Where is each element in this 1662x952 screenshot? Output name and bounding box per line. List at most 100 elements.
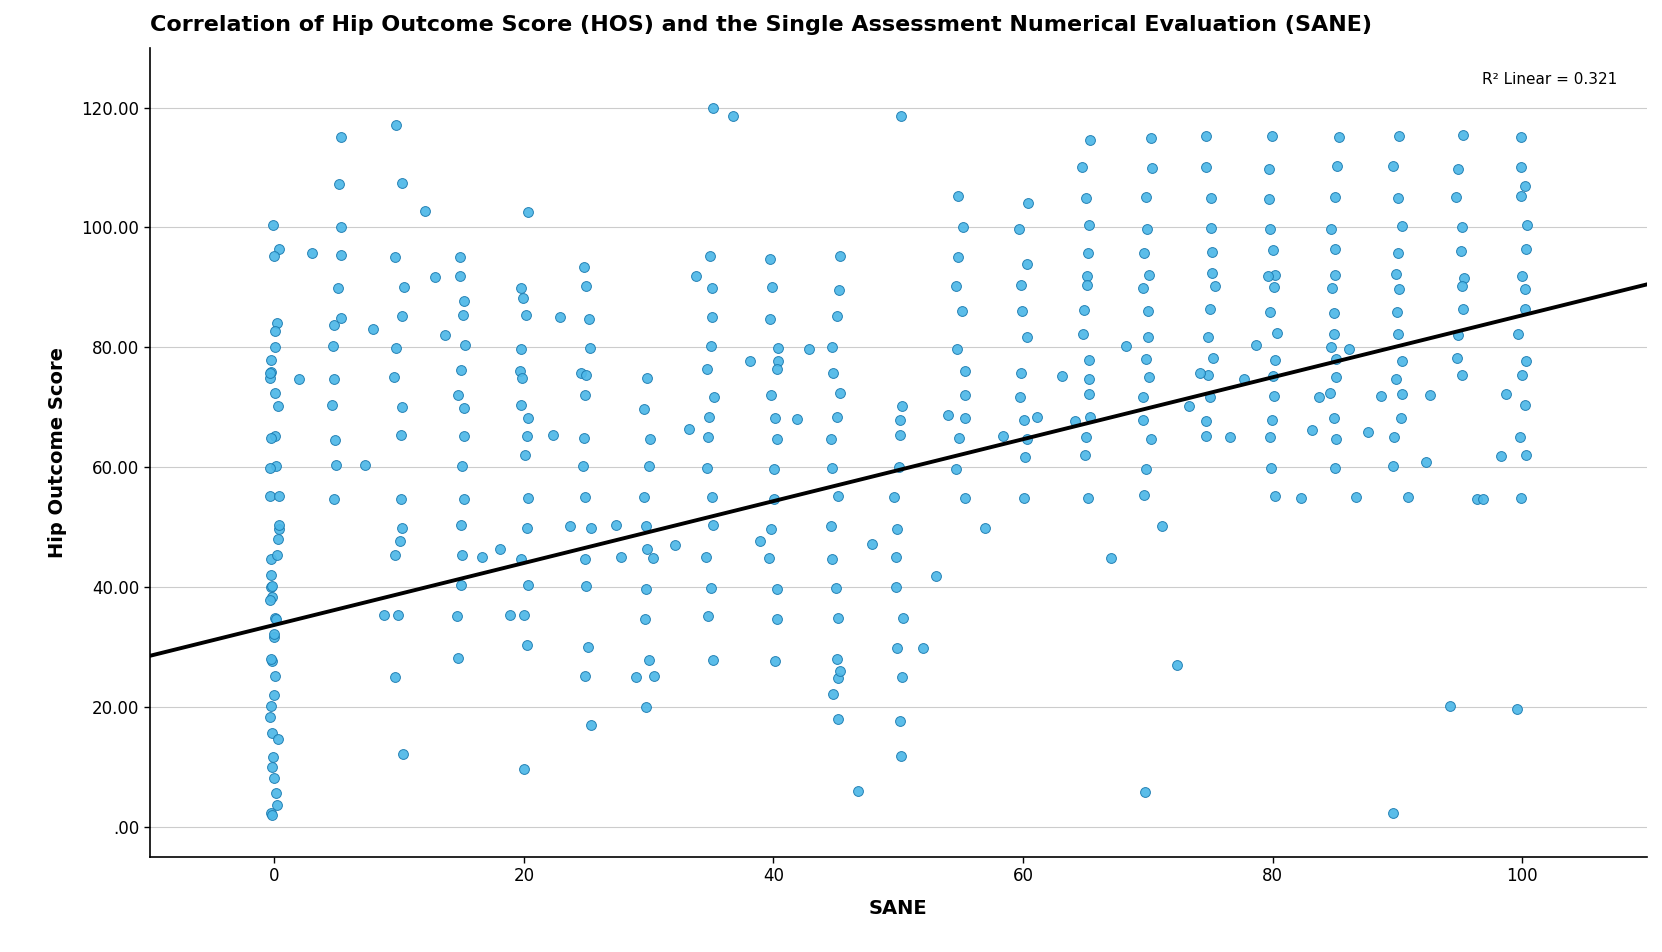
Point (389, 746, 416, 762)
Point (575, 639, 602, 654)
Point (1413, 454, 1439, 469)
Point (1321, 268, 1348, 283)
Point (698, 338, 725, 353)
Point (952, 364, 979, 379)
Point (258, 551, 284, 566)
Point (1384, 327, 1411, 342)
Point (763, 431, 789, 446)
Point (452, 337, 479, 352)
Point (761, 491, 788, 506)
Point (1075, 217, 1102, 232)
Point (259, 218, 286, 233)
Point (818, 518, 844, 533)
Point (322, 457, 349, 472)
Point (1074, 277, 1100, 292)
Point (1192, 428, 1218, 444)
Point (263, 611, 289, 626)
Point (1388, 218, 1414, 233)
Point (1133, 221, 1160, 236)
Point (469, 550, 495, 565)
Point (1368, 388, 1394, 404)
Point (765, 341, 791, 356)
Point (826, 386, 853, 401)
Point (675, 422, 701, 437)
Point (1198, 245, 1225, 260)
Point (944, 342, 971, 357)
Point (765, 362, 791, 377)
Point (1260, 368, 1286, 384)
Point (824, 712, 851, 727)
Point (888, 109, 914, 124)
Point (1449, 278, 1476, 293)
Point (1318, 222, 1345, 237)
Point (858, 536, 884, 551)
Point (700, 309, 726, 325)
Point (1449, 302, 1476, 317)
Point (259, 759, 286, 774)
Point (1507, 268, 1534, 284)
Point (826, 248, 853, 264)
Point (299, 246, 326, 261)
Point (1256, 161, 1283, 176)
Point (758, 521, 784, 536)
Point (738, 353, 765, 368)
Point (1217, 429, 1243, 445)
Point (1072, 447, 1099, 463)
Point (568, 459, 595, 474)
Point (266, 731, 293, 746)
Point (1197, 220, 1223, 235)
Point (1336, 341, 1363, 356)
Point (1070, 302, 1097, 317)
Point (889, 610, 916, 625)
Point (258, 352, 284, 367)
Point (633, 542, 660, 557)
Point (1487, 448, 1514, 464)
Point (1343, 489, 1369, 505)
Point (515, 204, 542, 219)
Point (683, 268, 710, 284)
Point (266, 522, 293, 537)
Point (824, 651, 851, 666)
Point (698, 489, 725, 505)
Point (1321, 410, 1348, 426)
Point (258, 592, 284, 607)
Point (359, 322, 386, 337)
Point (1507, 129, 1534, 145)
Point (1070, 327, 1097, 342)
Point (640, 551, 666, 566)
Point (1506, 327, 1532, 342)
Point (389, 308, 416, 324)
Point (422, 269, 449, 285)
Point (1230, 371, 1256, 387)
Point (1261, 280, 1288, 295)
Point (1097, 550, 1124, 565)
Point (1202, 278, 1228, 293)
Point (1007, 277, 1034, 292)
Point (1451, 270, 1478, 286)
Point (321, 318, 347, 333)
Point (568, 366, 595, 381)
Point (1074, 268, 1100, 284)
Point (1077, 409, 1104, 425)
Y-axis label: Hip Outcome Score: Hip Outcome Score (48, 347, 66, 558)
Point (444, 387, 470, 403)
Point (1507, 429, 1534, 445)
Point (324, 280, 351, 295)
Point (1416, 387, 1443, 403)
Point (321, 371, 347, 387)
Point (720, 108, 746, 123)
Point (1512, 178, 1539, 193)
Point (1260, 387, 1286, 403)
Point (1130, 246, 1157, 261)
Point (450, 307, 477, 323)
Point (693, 362, 720, 377)
Point (635, 652, 661, 667)
Point (1512, 242, 1539, 257)
Point (1388, 353, 1414, 368)
Point (889, 670, 916, 685)
Point (1261, 267, 1288, 282)
Point (700, 517, 726, 532)
Point (824, 670, 851, 685)
Point (1187, 366, 1213, 381)
Point (264, 547, 291, 563)
